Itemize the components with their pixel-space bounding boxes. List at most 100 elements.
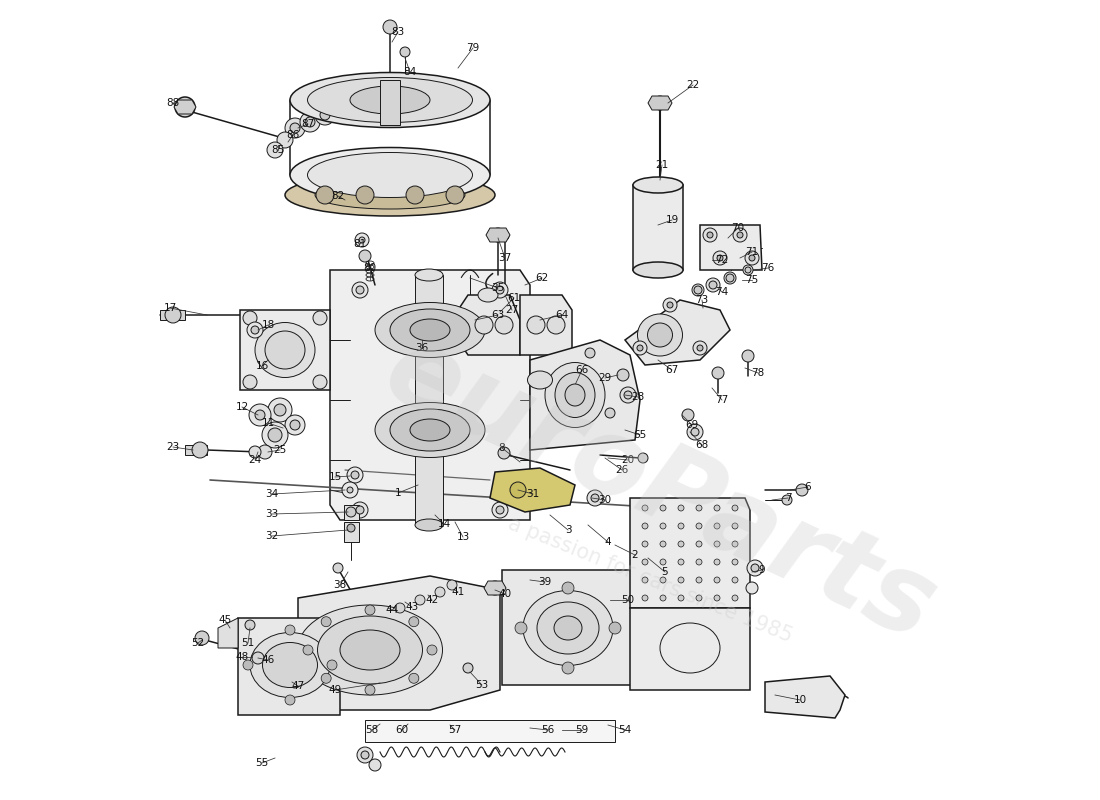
Circle shape — [703, 228, 717, 242]
Text: 13: 13 — [456, 532, 470, 542]
Circle shape — [696, 523, 702, 529]
Ellipse shape — [632, 177, 683, 193]
Circle shape — [660, 559, 666, 565]
Ellipse shape — [263, 642, 318, 687]
Text: 82: 82 — [331, 191, 344, 201]
Circle shape — [605, 408, 615, 418]
Circle shape — [696, 577, 702, 583]
Ellipse shape — [290, 147, 490, 202]
Circle shape — [678, 505, 684, 511]
Ellipse shape — [478, 288, 498, 302]
Circle shape — [243, 375, 257, 389]
Ellipse shape — [537, 602, 600, 654]
Circle shape — [678, 595, 684, 601]
Text: 78: 78 — [751, 368, 764, 378]
Polygon shape — [240, 310, 330, 390]
Circle shape — [696, 541, 702, 547]
Circle shape — [696, 505, 702, 511]
Circle shape — [694, 286, 702, 294]
Circle shape — [365, 605, 375, 615]
Circle shape — [693, 341, 707, 355]
Circle shape — [642, 595, 648, 601]
Polygon shape — [174, 100, 196, 114]
Circle shape — [660, 505, 666, 511]
Circle shape — [300, 112, 320, 132]
Text: 74: 74 — [715, 287, 728, 297]
Circle shape — [692, 284, 704, 296]
Circle shape — [446, 186, 464, 204]
Ellipse shape — [375, 402, 485, 458]
Circle shape — [562, 582, 574, 594]
Text: 64: 64 — [556, 310, 569, 320]
Text: 69: 69 — [685, 420, 698, 430]
Text: 42: 42 — [426, 595, 439, 605]
Circle shape — [285, 118, 305, 138]
Text: 87: 87 — [301, 119, 315, 129]
Circle shape — [712, 367, 724, 379]
Circle shape — [714, 523, 720, 529]
Text: 37: 37 — [498, 253, 512, 263]
Text: 30: 30 — [598, 495, 612, 505]
Circle shape — [368, 759, 381, 771]
Circle shape — [285, 415, 305, 435]
Text: 47: 47 — [292, 681, 305, 691]
Text: 68: 68 — [695, 440, 708, 450]
Circle shape — [660, 595, 666, 601]
Text: 25: 25 — [274, 445, 287, 455]
Circle shape — [742, 265, 754, 275]
Ellipse shape — [556, 373, 595, 418]
Polygon shape — [520, 295, 572, 355]
Text: 27: 27 — [505, 305, 518, 315]
Bar — [415, 275, 443, 525]
Text: 51: 51 — [241, 638, 254, 648]
Text: 63: 63 — [492, 310, 505, 320]
Text: 23: 23 — [166, 442, 179, 452]
Text: 28: 28 — [631, 392, 645, 402]
Circle shape — [617, 369, 629, 381]
Text: 75: 75 — [746, 275, 759, 285]
Ellipse shape — [308, 153, 473, 198]
Ellipse shape — [522, 590, 613, 666]
Circle shape — [251, 326, 258, 334]
Circle shape — [409, 617, 419, 626]
Text: 53: 53 — [475, 680, 488, 690]
Circle shape — [346, 524, 355, 532]
Circle shape — [747, 560, 763, 576]
Circle shape — [351, 471, 359, 479]
Polygon shape — [486, 228, 510, 242]
Circle shape — [746, 582, 758, 594]
Bar — [185, 445, 207, 455]
Text: 58: 58 — [365, 725, 378, 735]
Text: 41: 41 — [451, 587, 464, 597]
Circle shape — [255, 410, 265, 420]
Polygon shape — [700, 225, 762, 270]
Text: 46: 46 — [262, 655, 275, 665]
Text: 4: 4 — [605, 537, 612, 547]
Circle shape — [248, 322, 263, 338]
Text: 70: 70 — [732, 223, 745, 233]
Circle shape — [678, 577, 684, 583]
Circle shape — [660, 577, 666, 583]
Circle shape — [406, 186, 424, 204]
Text: 35: 35 — [492, 283, 505, 293]
Polygon shape — [238, 618, 340, 715]
Polygon shape — [298, 576, 500, 710]
Circle shape — [745, 267, 751, 273]
Text: 88: 88 — [166, 98, 179, 108]
Text: 59: 59 — [575, 725, 589, 735]
Text: 55: 55 — [255, 758, 268, 768]
Text: 83: 83 — [392, 27, 405, 37]
Ellipse shape — [648, 323, 672, 347]
Ellipse shape — [410, 419, 450, 441]
Circle shape — [289, 676, 301, 688]
Text: 24: 24 — [249, 455, 262, 465]
Circle shape — [361, 751, 368, 759]
Text: a passion for cars since 1985: a passion for cars since 1985 — [505, 514, 795, 646]
Circle shape — [409, 674, 419, 683]
Circle shape — [352, 502, 368, 518]
Circle shape — [591, 494, 600, 502]
Ellipse shape — [528, 371, 552, 389]
Text: 49: 49 — [329, 685, 342, 695]
Text: 33: 33 — [265, 509, 278, 519]
Circle shape — [585, 348, 595, 358]
